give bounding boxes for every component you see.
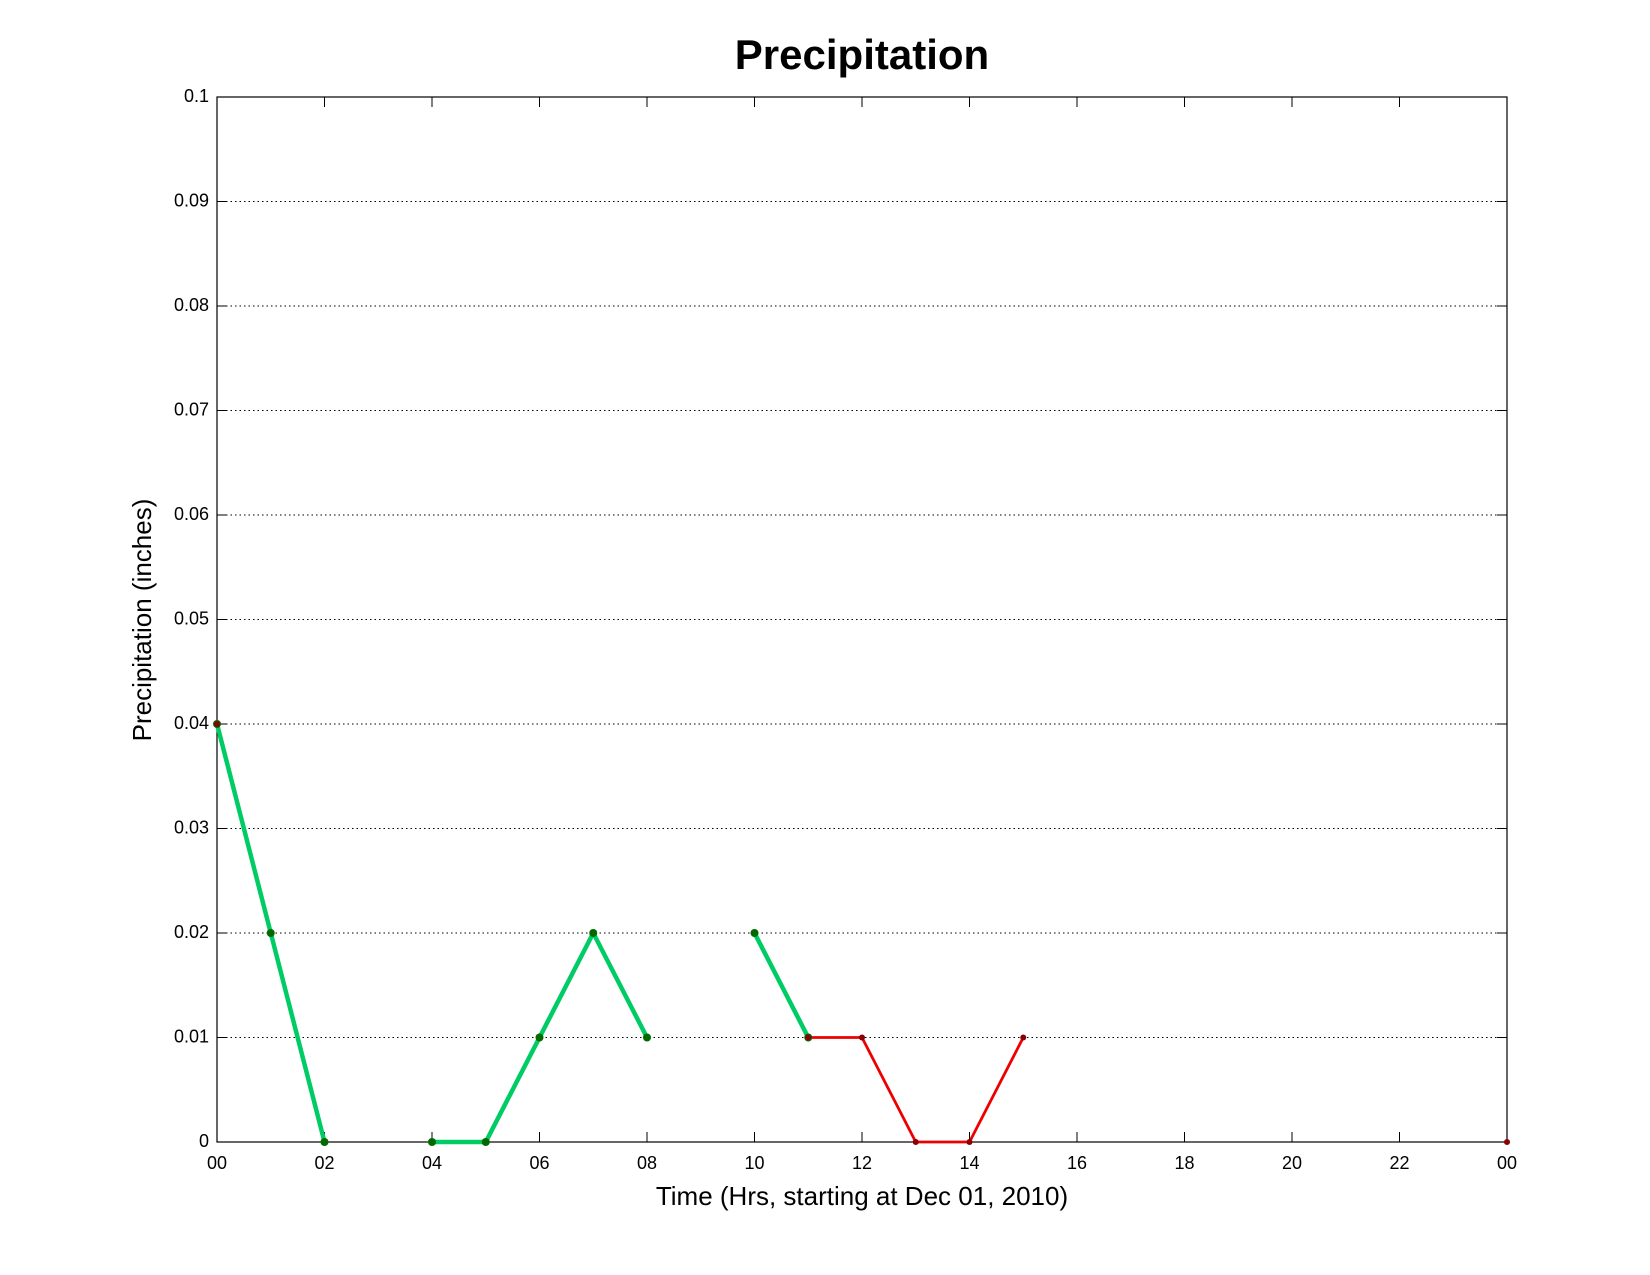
marker [805,1034,812,1041]
x-tick-label: 08 [637,1153,657,1173]
x-tick-label: 02 [314,1153,334,1173]
marker [535,1033,544,1042]
marker [428,1138,436,1146]
marker [266,929,275,937]
x-tick-label: 06 [529,1153,549,1173]
y-tick-label: 0.03 [174,817,209,837]
x-tick-label: 20 [1282,1153,1302,1173]
marker [750,929,759,937]
marker [966,1139,973,1145]
x-tick-label: 10 [744,1153,764,1173]
x-tick-label: 04 [422,1153,442,1173]
marker [1020,1034,1027,1041]
marker [481,1138,490,1146]
marker [643,1033,651,1042]
marker [1504,1139,1510,1145]
y-tick-label: 0.07 [174,399,209,419]
y-tick-label: 0.09 [174,190,209,210]
y-tick-label: 0.08 [174,295,209,315]
x-tick-label: 00 [207,1153,227,1173]
x-tick-label: 16 [1067,1153,1087,1173]
x-tick-label: 00 [1497,1153,1517,1173]
x-tick-label: 18 [1174,1153,1194,1173]
y-tick-label: 0.01 [174,1026,209,1046]
y-axis-label: Precipitation (inches) [127,499,157,742]
y-tick-label: 0.06 [174,504,209,524]
marker [859,1034,865,1041]
plot-frame [216,96,1508,1143]
marker [214,721,220,727]
marker [912,1139,919,1145]
y-tick-label: 0.05 [174,608,209,628]
marker [320,1138,329,1146]
y-tick-label: 0.04 [174,713,209,733]
marker [589,929,598,937]
x-tick-label: 22 [1389,1153,1409,1173]
x-axis-label: Time (Hrs, starting at Dec 01, 2010) [656,1181,1068,1211]
x-tick-label: 12 [852,1153,872,1173]
x-tick-label: 14 [959,1153,979,1173]
y-tick-label: 0.1 [184,86,209,106]
y-tick-label: 0 [199,1131,209,1151]
y-tick-label: 0.02 [174,922,209,942]
chart-title: Precipitation [735,31,989,78]
